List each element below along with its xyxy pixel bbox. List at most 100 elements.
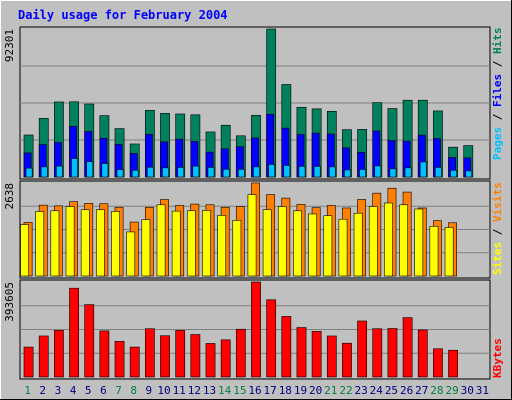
- x-tick-label-day-19: 19: [294, 384, 307, 397]
- legend-entry-visits: Visits: [491, 182, 504, 222]
- legend-kbytes: KBytes: [491, 338, 504, 378]
- bar-sites-day-18: [277, 206, 287, 277]
- bar-sites-day-15: [232, 219, 242, 277]
- bar-sites-day-24: [368, 206, 378, 277]
- bar-sites-day-14: [217, 215, 227, 277]
- y-max-label-kbytes: 393605: [3, 282, 16, 322]
- bar-pages-day-4: [71, 158, 78, 178]
- bar-sites-day-25: [384, 202, 393, 277]
- x-tick-label-day-11: 11: [173, 384, 186, 397]
- bar-kbytes-day-8: [129, 346, 140, 378]
- bar-pages-day-11: [177, 167, 185, 178]
- bar-kbytes-day-11: [175, 330, 186, 378]
- bar-sites-day-9: [141, 219, 151, 277]
- x-tick-label-day-2: 2: [39, 384, 46, 397]
- bar-kbytes-day-9: [144, 328, 155, 378]
- bar-pages-day-9: [146, 166, 154, 178]
- bar-pages-day-8: [131, 169, 139, 178]
- legend-separator: /: [491, 54, 504, 74]
- x-tick-label-day-1: 1: [24, 384, 31, 397]
- bar-kbytes-day-28: [433, 348, 443, 378]
- bar-kbytes-day-14: [220, 339, 231, 378]
- x-tick-label-day-15: 15: [233, 384, 246, 397]
- bar-pages-day-21: [328, 166, 336, 178]
- legend-entry-pages: Pages: [491, 127, 504, 160]
- bar-sites-day-23: [353, 212, 363, 277]
- bar-kbytes-day-3: [54, 330, 64, 378]
- bar-kbytes-day-10: [160, 335, 170, 378]
- bar-kbytes-day-24: [372, 328, 383, 378]
- x-tick-label-day-31: 31: [476, 384, 489, 397]
- bar-pages-day-14: [222, 169, 230, 178]
- bar-sites-day-17: [262, 209, 272, 277]
- bar-kbytes-day-17: [266, 299, 277, 378]
- bar-kbytes-day-18: [281, 316, 292, 378]
- legend-visits: Sites / Visits: [491, 182, 504, 275]
- y-max-label-visits: 2638: [3, 183, 16, 210]
- bar-kbytes-day-25: [387, 328, 398, 378]
- bar-sites-day-1: [20, 224, 29, 277]
- x-tick-label-day-5: 5: [85, 384, 92, 397]
- bar-pages-day-16: [253, 166, 260, 178]
- bar-sites-day-11: [171, 210, 181, 277]
- x-tick-label-day-9: 9: [146, 384, 153, 397]
- bar-sites-day-2: [35, 211, 45, 277]
- bar-pages-day-18: [283, 165, 291, 178]
- bar-pages-day-1: [25, 167, 33, 178]
- bar-pages-day-12: [192, 165, 200, 178]
- x-tick-label-day-27: 27: [415, 384, 428, 397]
- bar-kbytes-day-5: [84, 304, 95, 378]
- bar-pages-day-30: [465, 170, 473, 178]
- bar-kbytes-day-6: [99, 330, 110, 378]
- bar-sites-day-16: [247, 194, 257, 277]
- x-tick-label-day-28: 28: [430, 384, 443, 397]
- bar-sites-day-26: [399, 204, 408, 277]
- x-tick-label-day-29: 29: [445, 384, 458, 397]
- x-tick-label-day-16: 16: [248, 384, 261, 397]
- bar-pages-day-17: [268, 164, 276, 178]
- legend-entry-hits: Hits: [491, 28, 504, 55]
- bar-sites-day-4: [65, 206, 75, 277]
- bar-kbytes-day-2: [38, 335, 49, 378]
- bar-pages-day-10: [162, 167, 169, 178]
- bar-kbytes-day-4: [69, 287, 79, 378]
- legend-separator: /: [491, 222, 504, 242]
- bar-kbytes-day-7: [114, 340, 125, 378]
- bar-kbytes-day-23: [357, 320, 368, 378]
- bar-sites-day-27: [414, 208, 424, 277]
- x-tick-label-day-24: 24: [370, 384, 384, 397]
- x-tick-label-day-20: 20: [309, 384, 322, 397]
- x-tick-label-day-6: 6: [100, 384, 107, 397]
- bar-kbytes-day-26: [402, 317, 413, 378]
- x-tick-label-day-12: 12: [188, 384, 201, 397]
- legend-entry-kbytes: KBytes: [491, 338, 504, 378]
- bar-pages-day-26: [404, 167, 412, 178]
- legend-entry-sites: Sites: [491, 242, 504, 275]
- x-tick-label-day-10: 10: [157, 384, 170, 397]
- bar-pages-day-23: [359, 169, 367, 178]
- bar-sites-day-13: [202, 210, 211, 277]
- bar-pages-day-2: [40, 166, 48, 178]
- bar-sites-day-10: [156, 204, 166, 277]
- chart-title: Daily usage for February 2004: [18, 8, 228, 22]
- bar-sites-day-12: [186, 210, 196, 277]
- bar-pages-day-19: [298, 166, 306, 178]
- bar-sites-day-20: [308, 213, 318, 277]
- bar-kbytes-day-16: [251, 281, 261, 378]
- x-tick-label-day-14: 14: [218, 384, 232, 397]
- bar-pages-day-24: [374, 165, 382, 178]
- bar-kbytes-day-29: [448, 349, 458, 378]
- bar-kbytes-day-1: [23, 346, 34, 378]
- x-tick-label-day-4: 4: [70, 384, 77, 397]
- legend-entry-files: Files: [491, 74, 504, 107]
- bar-sites-day-6: [96, 209, 105, 277]
- bar-sites-day-21: [323, 215, 333, 277]
- bar-pages-day-28: [435, 167, 442, 178]
- bar-pages-day-3: [56, 165, 63, 178]
- bar-pages-day-7: [116, 169, 124, 178]
- bar-pages-day-27: [419, 161, 427, 178]
- bar-sites-day-28: [429, 225, 439, 277]
- x-tick-label-day-17: 17: [264, 384, 277, 397]
- x-tick-label-day-22: 22: [339, 384, 352, 397]
